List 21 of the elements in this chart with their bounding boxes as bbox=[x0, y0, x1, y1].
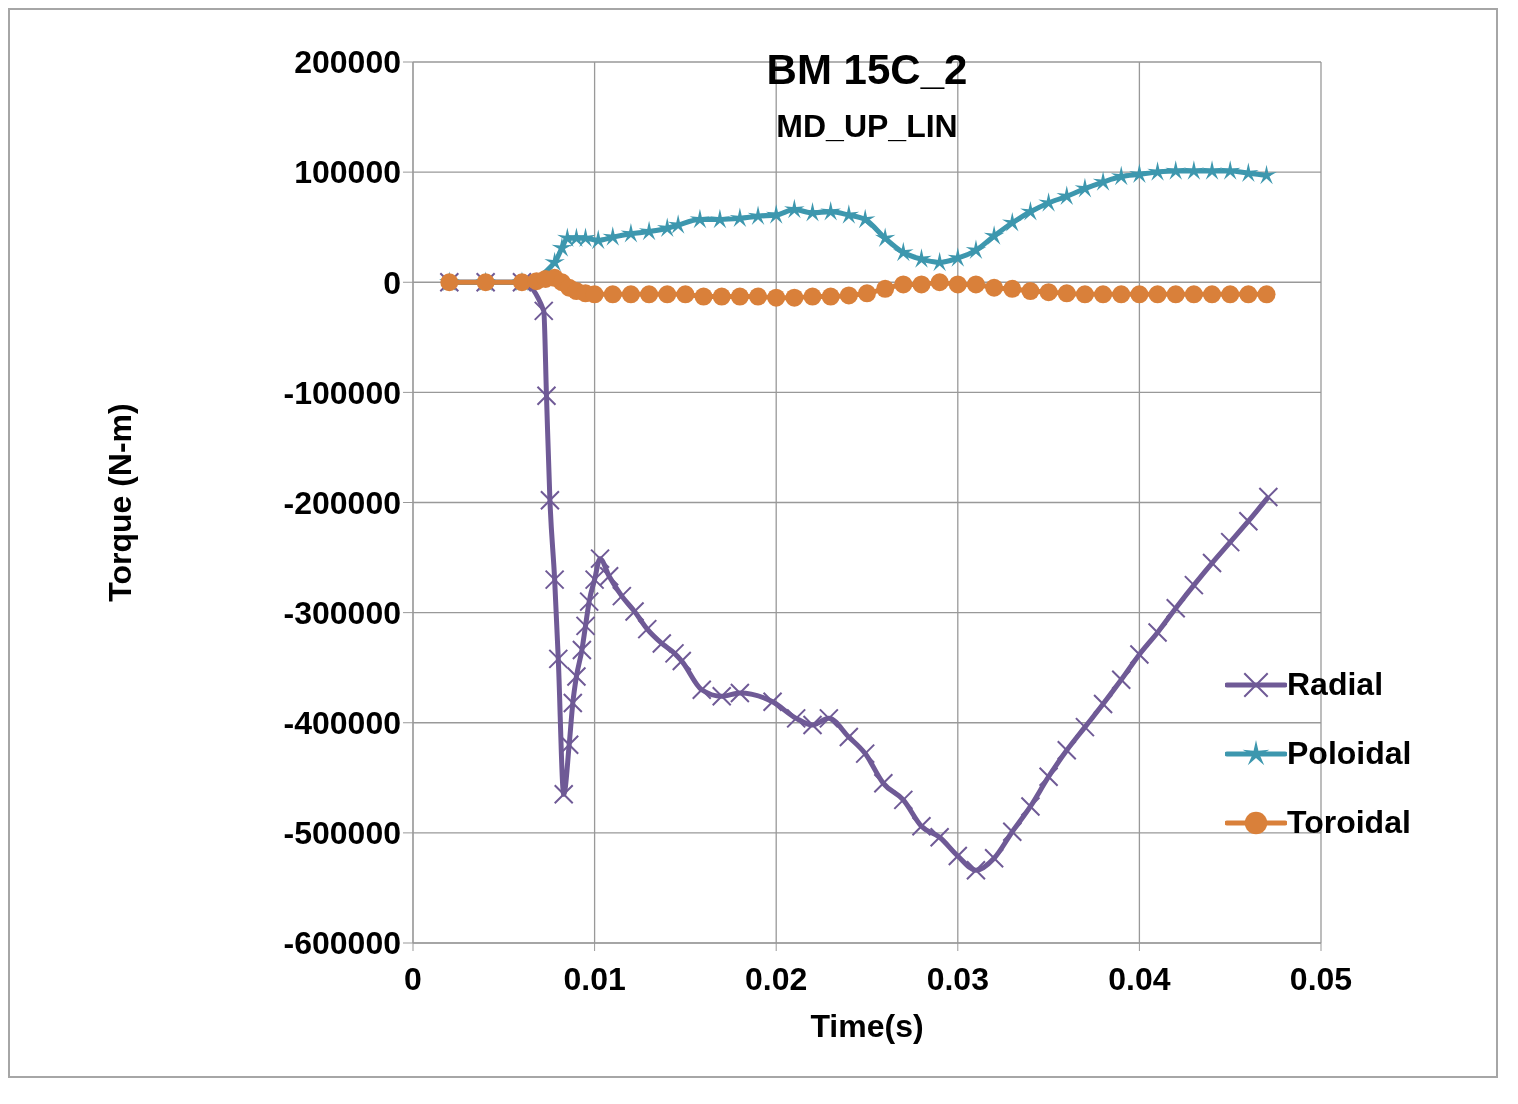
y-tick-label: -500000 bbox=[283, 815, 401, 852]
y-tick-label: -100000 bbox=[283, 374, 401, 411]
y-tick-label: 0 bbox=[383, 264, 401, 301]
x-tick-label: 0.02 bbox=[745, 960, 808, 997]
x-tick-label: 0.04 bbox=[1108, 960, 1171, 997]
legend-label: Radial bbox=[1287, 666, 1384, 703]
y-tick-label: 100000 bbox=[294, 154, 401, 191]
y-tick-label: -400000 bbox=[283, 705, 401, 742]
y-axis-title: Torque (N-m) bbox=[102, 403, 139, 602]
chart-title: BM 15C_2 bbox=[766, 46, 968, 93]
y-tick-label: 200000 bbox=[294, 44, 401, 81]
x-tick-label: 0.05 bbox=[1289, 960, 1353, 997]
legend-label: Toroidal bbox=[1287, 804, 1411, 841]
text: MD_UP_LIN bbox=[775, 108, 959, 145]
x-tick-label: 0.01 bbox=[563, 960, 626, 997]
legend-label: Poloidal bbox=[1287, 735, 1412, 772]
y-tick-label: -200000 bbox=[283, 484, 401, 521]
y-tick-label: -600000 bbox=[283, 925, 401, 962]
y-tick-label: -300000 bbox=[283, 594, 401, 631]
x-tick-label: 0.03 bbox=[926, 960, 989, 997]
x-axis-title: Time(s) bbox=[810, 1008, 924, 1044]
